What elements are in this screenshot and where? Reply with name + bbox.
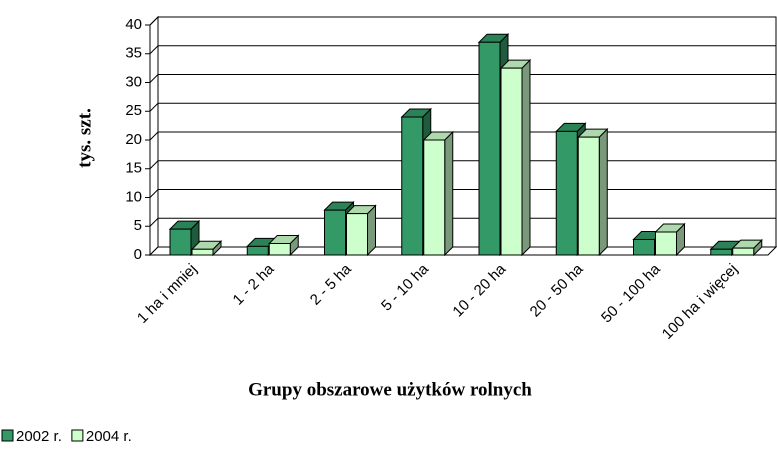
y-axis-label: tys. szt. (74, 108, 95, 168)
bar (500, 67, 523, 256)
bar-side (521, 58, 531, 257)
bar-side (444, 130, 454, 257)
legend-label: 2002 r. (16, 428, 62, 445)
x-tick-label: 20 - 50 ha (527, 260, 587, 320)
bar (191, 248, 214, 256)
x-tick-label: 2 - 5 ha (307, 260, 355, 308)
bar (346, 213, 368, 256)
x-tick-label: 100 ha i więcej (659, 261, 741, 343)
y-tick-label: 35 (125, 45, 142, 62)
bar (555, 130, 578, 256)
y-tick-label: 10 (125, 188, 142, 205)
bar (401, 116, 424, 256)
bar (577, 136, 600, 256)
y-tick-label: 20 (125, 131, 142, 148)
grid-line (149, 102, 776, 112)
bar (268, 243, 291, 256)
y-tick-label: 40 (125, 16, 142, 33)
y-tick-label: 0 (134, 246, 142, 263)
grid-line (149, 74, 776, 83)
grid-line (149, 16, 776, 26)
bar (324, 209, 346, 256)
y-tick-label: 25 (125, 102, 142, 119)
legend-swatch (71, 429, 84, 442)
y-tick-label: 30 (125, 73, 142, 90)
bar (423, 139, 446, 256)
bar (478, 41, 501, 256)
bar (246, 245, 269, 256)
bar (655, 231, 677, 256)
bar (169, 228, 192, 256)
legend-label: 2004 r. (86, 428, 132, 445)
y-tick-label: 15 (125, 160, 142, 177)
x-tick-label: 10 - 20 ha (449, 260, 509, 320)
bar-side (598, 127, 608, 257)
x-tick-label: 1 ha i mniej (134, 261, 200, 327)
x-tick-label: 50 - 100 ha (598, 260, 664, 326)
bar (710, 248, 733, 256)
bar (633, 238, 655, 256)
x-axis-label: Grupy obszarowe użytków rolnych (248, 379, 532, 400)
x-tick-label: 1 - 2 ha (230, 260, 278, 308)
legend-swatch (1, 429, 14, 442)
bar (732, 247, 755, 256)
grid-line (149, 45, 776, 55)
y-tick-label: 5 (134, 217, 142, 234)
x-tick-label: 5 - 10 ha (378, 260, 432, 314)
